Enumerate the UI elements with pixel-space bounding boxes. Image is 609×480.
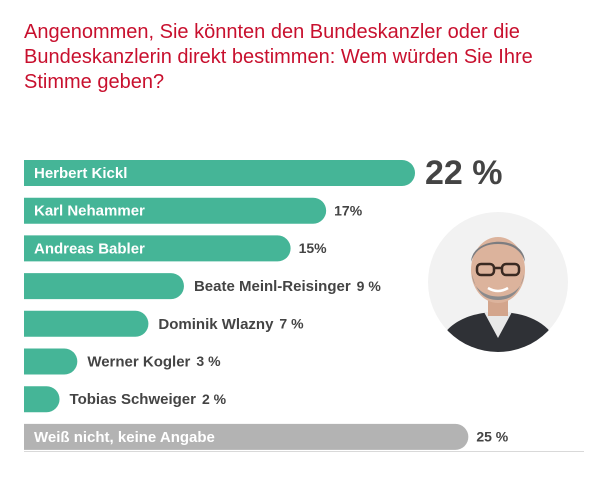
bar-value-label: 2 % [202, 391, 227, 407]
bar [24, 235, 291, 262]
bar [24, 386, 60, 413]
bar-row: Weiß nicht, keine Angabe 25 % [24, 423, 509, 450]
bar-category-label: Herbert Kickl [34, 165, 127, 182]
bar [24, 160, 416, 186]
bar-value-label: 22 % [425, 154, 503, 192]
bar-value-label: 3 % [196, 353, 221, 369]
bar-row: Tobias Schweiger 2 % [24, 386, 227, 413]
bar [24, 348, 78, 375]
bar-row: Beate Meinl-Reisinger 9 % [24, 273, 382, 300]
bar-row: Werner Kogler 3 % [24, 348, 221, 375]
person-portrait-icon [428, 212, 568, 352]
bar-category-label: Dominik Wlazny [158, 316, 274, 333]
bar-category-label: Weiß nicht, keine Angabe [34, 429, 215, 446]
bar-category-label: Karl Nehammer [34, 203, 145, 220]
bar-value-label: 7 % [279, 316, 304, 332]
bar-value-label: 9 % [357, 278, 382, 294]
bar-row: Herbert Kickl 22 % [24, 154, 503, 192]
bar [24, 423, 469, 450]
chart-title: Angenommen, Sie könnten den Bundeskanzle… [24, 21, 533, 93]
bar-row: Karl Nehammer 17% [24, 197, 363, 224]
bar [24, 197, 327, 224]
bar-row: Andreas Babler 15% [24, 235, 328, 262]
bar-row: Dominik Wlazny 7 % [24, 310, 304, 337]
bar-value-label: 15% [299, 240, 328, 256]
bar-category-label: Andreas Babler [34, 240, 145, 257]
bar-category-label: Beate Meinl-Reisinger [194, 278, 351, 295]
bar-category-label: Tobias Schweiger [70, 391, 197, 408]
bottom-divider [24, 451, 584, 452]
bar [24, 310, 149, 337]
bar-category-label: Werner Kogler [87, 353, 190, 370]
bar [24, 273, 184, 300]
bar-value-label: 25 % [476, 429, 508, 445]
bar-value-label: 17% [334, 202, 363, 218]
